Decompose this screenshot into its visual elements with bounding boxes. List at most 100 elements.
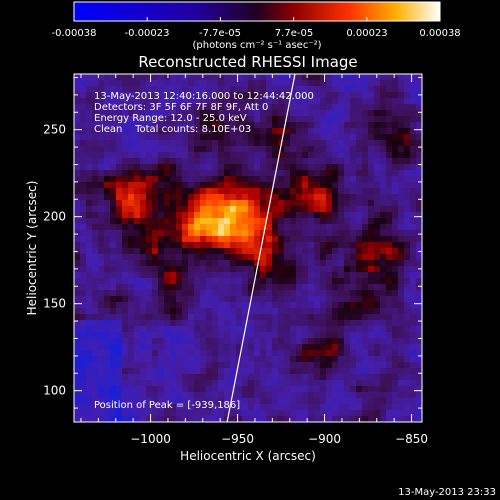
heatmap-cell: [392, 308, 399, 315]
heatmap-cell: [410, 272, 417, 279]
heatmap-cell: [362, 296, 369, 303]
heatmap-cell: [92, 272, 99, 279]
x-axis-label: Heliocentric X (arcsec): [180, 449, 316, 463]
heatmap-cell: [404, 392, 411, 399]
heatmap-cell: [188, 410, 195, 417]
heatmap-cell: [404, 350, 411, 357]
heatmap-cell: [122, 188, 129, 195]
heatmap-cell: [224, 362, 231, 369]
heatmap-cell: [92, 248, 99, 255]
heatmap-cell: [206, 254, 213, 261]
heatmap-cell: [224, 140, 231, 147]
heatmap-cell: [152, 176, 159, 183]
heatmap-cell: [128, 98, 135, 105]
heatmap-cell: [200, 140, 207, 147]
heatmap-cell: [314, 344, 321, 351]
heatmap-cell: [278, 272, 285, 279]
heatmap-cell: [320, 194, 327, 201]
heatmap-cell: [344, 368, 351, 375]
heatmap-cell: [212, 98, 219, 105]
heatmap-cell: [158, 374, 165, 381]
heatmap-cell: [278, 86, 285, 93]
heatmap-cell: [116, 356, 123, 363]
heatmap-cell: [122, 116, 129, 123]
heatmap-cell: [80, 206, 87, 213]
heatmap-cell: [404, 218, 411, 225]
heatmap-cell: [242, 308, 249, 315]
heatmap-cell: [128, 176, 135, 183]
heatmap-cell: [368, 74, 375, 81]
heatmap-cell: [98, 332, 105, 339]
heatmap-cell: [218, 314, 225, 321]
heatmap-cell: [158, 122, 165, 129]
heatmap-cell: [236, 326, 243, 333]
heatmap-cell: [224, 266, 231, 273]
heatmap-cell: [338, 182, 345, 189]
heatmap-cell: [296, 200, 303, 207]
heatmap-cell: [284, 140, 291, 147]
heatmap-cell: [284, 146, 291, 153]
heatmap-cell: [392, 254, 399, 261]
heatmap-cell: [392, 158, 399, 165]
heatmap-cell: [194, 116, 201, 123]
heatmap-cell: [86, 374, 93, 381]
heatmap-cell: [308, 110, 315, 117]
heatmap-cell: [380, 248, 387, 255]
heatmap-cell: [110, 308, 117, 315]
heatmap-cell: [176, 176, 183, 183]
heatmap-cell: [254, 296, 261, 303]
heatmap-cell: [314, 152, 321, 159]
heatmap-cell: [152, 290, 159, 297]
heatmap-cell: [386, 302, 393, 309]
heatmap-cell: [368, 182, 375, 189]
heatmap-cell: [278, 374, 285, 381]
heatmap-cell: [86, 296, 93, 303]
heatmap-cell: [200, 416, 207, 422]
heatmap-cell: [242, 404, 249, 411]
heatmap-cell: [230, 230, 237, 237]
heatmap-cell: [368, 374, 375, 381]
heatmap-cell: [230, 284, 237, 291]
heatmap-cell: [344, 152, 351, 159]
heatmap-cell: [182, 128, 189, 135]
heatmap-cell: [260, 164, 267, 171]
heatmap-cell: [278, 92, 285, 99]
heatmap-cell: [158, 224, 165, 231]
heatmap-cell: [236, 410, 243, 417]
heatmap-cell: [332, 116, 339, 123]
heatmap-cell: [200, 116, 207, 123]
heatmap-cell: [164, 98, 171, 105]
heatmap-cell: [338, 314, 345, 321]
heatmap-cell: [170, 284, 177, 291]
heatmap-cell: [116, 152, 123, 159]
heatmap-cell: [290, 236, 297, 243]
heatmap-cell: [218, 242, 225, 249]
heatmap-cell: [254, 170, 261, 177]
heatmap-cell: [218, 188, 225, 195]
heatmap-cell: [170, 158, 177, 165]
heatmap-cell: [386, 326, 393, 333]
heatmap-cell: [98, 188, 105, 195]
heatmap-cell: [134, 296, 141, 303]
heatmap-cell: [254, 248, 261, 255]
heatmap-cell: [116, 158, 123, 165]
heatmap-cell: [266, 188, 273, 195]
heatmap-cell: [188, 314, 195, 321]
heatmap-cell: [254, 80, 261, 87]
heatmap-cell: [200, 146, 207, 153]
heatmap-cell: [260, 386, 267, 393]
heatmap-cell: [362, 86, 369, 93]
heatmap-cell: [302, 320, 309, 327]
heatmap-cell: [188, 152, 195, 159]
heatmap-cell: [128, 116, 135, 123]
heatmap-cell: [404, 182, 411, 189]
heatmap-cell: [344, 278, 351, 285]
heatmap-cell: [380, 332, 387, 339]
heatmap-cell: [278, 320, 285, 327]
heatmap-cell: [182, 374, 189, 381]
heatmap-cell: [122, 80, 129, 87]
heatmap-cell: [188, 242, 195, 249]
heatmap-cell: [206, 404, 213, 411]
heatmap-cell: [326, 284, 333, 291]
heatmap-cell: [230, 218, 237, 225]
